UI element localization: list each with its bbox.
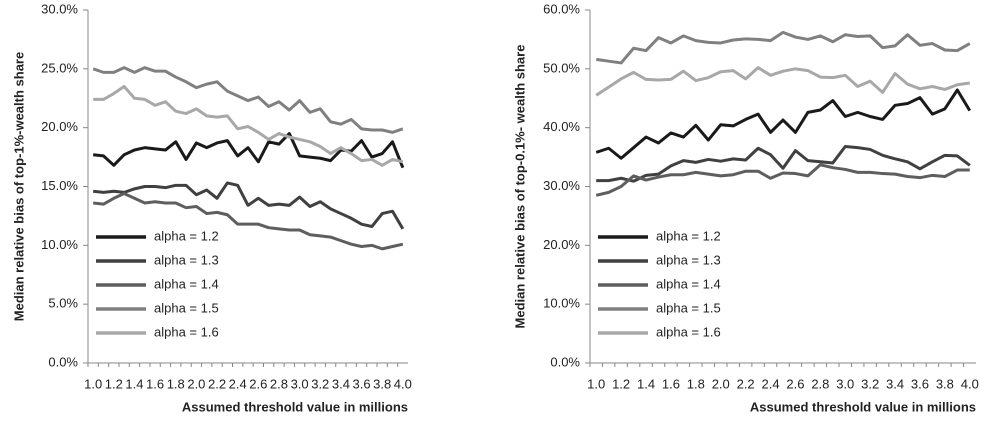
x-tick-label: 3.0	[291, 376, 309, 391]
legend-label: alpha = 1.3	[154, 252, 219, 267]
y-tick-label: 15.0%	[41, 178, 78, 193]
x-tick-label: 3.8	[936, 376, 954, 391]
y-axis-title: Median relative bias of top-1%-wealth sh…	[11, 52, 26, 321]
x-tick-label: 1.6	[662, 376, 680, 391]
legend-label: alpha = 1.5	[656, 300, 721, 315]
x-tick-label: 2.8	[270, 376, 288, 391]
x-tick-label: 2.2	[208, 376, 226, 391]
x-tick-label: 2.6	[249, 376, 267, 391]
series-line	[595, 163, 970, 197]
x-tick-label: 1.0	[587, 376, 605, 391]
series-line	[92, 181, 405, 230]
x-tick-label: 2.8	[811, 376, 829, 391]
x-tick-label: 4.0	[961, 376, 979, 391]
x-tick-label: 3.6	[353, 376, 371, 391]
x-tick-label: 1.0	[84, 376, 102, 391]
legend-label: alpha = 1.3	[656, 252, 721, 267]
x-tick-label: 1.4	[637, 376, 655, 391]
series-line	[595, 88, 972, 160]
x-tick-label: 2.0	[187, 376, 205, 391]
x-tick-label: 3.2	[861, 376, 879, 391]
y-tick-label: 0.0%	[550, 354, 580, 369]
legend-label: alpha = 1.2	[154, 228, 219, 243]
x-tick-label: 4.0	[394, 376, 412, 391]
y-tick-label: 50.0%	[543, 60, 580, 75]
legend-label: alpha = 1.5	[154, 300, 219, 315]
y-tick-label: 20.0%	[543, 237, 580, 252]
legend-label: alpha = 1.6	[154, 324, 219, 339]
series-line	[92, 192, 404, 251]
legend-label: alpha = 1.4	[656, 276, 721, 291]
y-tick-label: 40.0%	[543, 119, 580, 134]
legend-label: alpha = 1.2	[656, 228, 721, 243]
x-tick-label: 1.8	[167, 376, 185, 391]
y-axis-title: Median relative bias of top-0.1%- wealth…	[512, 45, 527, 329]
x-tick-label: 1.2	[612, 376, 630, 391]
x-axis-title: Assumed threshold value in millions	[750, 399, 976, 414]
y-tick-label: 20.0%	[41, 119, 78, 134]
legend-label: alpha = 1.4	[154, 276, 219, 291]
y-tick-label: 25.0%	[41, 60, 78, 75]
x-tick-label: 1.4	[125, 376, 143, 391]
x-tick-label: 2.4	[762, 376, 780, 391]
series-line	[595, 66, 970, 97]
series-line	[596, 30, 971, 65]
x-tick-label: 2.6	[786, 376, 804, 391]
y-tick-label: 10.0%	[543, 296, 580, 311]
series-line	[92, 132, 405, 169]
x-tick-label: 2.0	[712, 376, 730, 391]
y-tick-label: 0.0%	[48, 354, 78, 369]
y-tick-label: 10.0%	[41, 237, 78, 252]
y-tick-label: 60.0%	[543, 1, 580, 16]
x-tick-label: 3.4	[886, 376, 904, 391]
series-line	[596, 144, 971, 183]
x-tick-label: 2.4	[229, 376, 247, 391]
series-line	[93, 84, 404, 167]
x-tick-label: 3.6	[911, 376, 929, 391]
x-tick-label: 1.8	[687, 376, 705, 391]
x-tick-label: 3.4	[332, 376, 350, 391]
legend-label: alpha = 1.6	[656, 324, 721, 339]
y-tick-label: 30.0%	[543, 178, 580, 193]
x-axis-title: Assumed threshold value in millions	[182, 399, 408, 414]
x-tick-label: 3.0	[836, 376, 854, 391]
y-tick-label: 30.0%	[41, 1, 78, 16]
x-tick-label: 1.6	[146, 376, 164, 391]
x-tick-label: 2.2	[737, 376, 755, 391]
series-line	[92, 66, 404, 134]
y-tick-label: 5.0%	[48, 296, 78, 311]
x-tick-label: 1.2	[105, 376, 123, 391]
x-tick-label: 3.8	[373, 376, 391, 391]
x-tick-label: 3.2	[311, 376, 329, 391]
